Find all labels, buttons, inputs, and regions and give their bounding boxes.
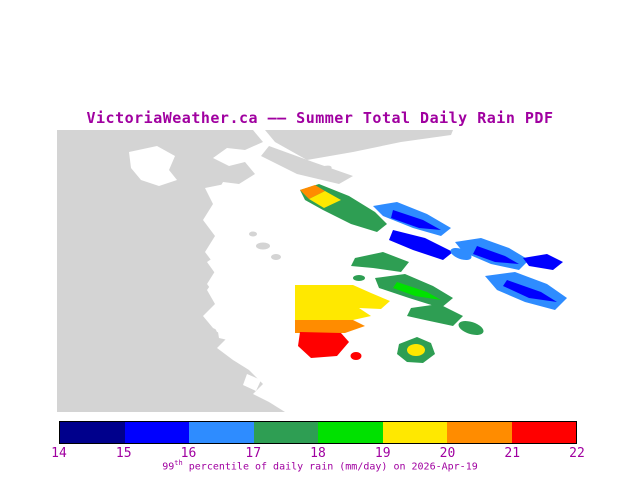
water-features [129,146,293,391]
colorbar-tick-label: 19 [374,446,391,461]
island-green-4 [458,321,484,335]
islet [314,165,332,175]
island-green-5 [353,275,365,281]
colorbar-segment [253,422,318,443]
colorbar [59,421,577,444]
islet [249,231,257,237]
rain-patch-red [298,332,349,358]
colorbar-ticks: 14 15 16 17 18 19 20 21 22 [51,446,585,461]
caption-rest: percentile of daily rain (mm/day) on 202… [182,461,478,473]
lake [129,146,177,186]
colorbar-segment [447,422,512,443]
rain-patch-yellow [295,285,390,320]
islet [271,254,281,260]
colorbar-tick-label: 22 [569,446,585,461]
island-blue-core-4 [473,246,519,264]
island-blue-core-1 [391,210,441,230]
colorbar-segment [124,422,189,443]
colorbar-tick-label: 14 [51,446,67,461]
island-green-3 [407,304,463,326]
island-bgreen-core-2 [393,282,441,300]
colorbar-tick-label: 16 [180,446,197,461]
rain-blob-yellow-core [407,344,425,356]
colorbar-segment [382,422,447,443]
colorbar-tick-label: 17 [245,446,262,461]
island-tip-yellow [309,191,341,208]
colorbar-segment [318,422,383,443]
colorbar-segment [189,422,254,443]
mainland [57,130,285,412]
colorbar-segment [60,422,125,443]
north-shore-strip [265,130,453,160]
island-blue-6 [523,254,563,270]
rain-red-dot [350,352,362,360]
rain-data-regions [295,184,567,363]
inlet-channel [203,184,245,336]
caption-sup: th [174,459,183,467]
caption-base: 99 [162,461,175,473]
harbour-notch [243,374,261,391]
plot-title: VictoriaWeather.ca —— Summer Total Daily… [86,109,554,127]
island-green-1 [351,252,409,272]
colorbar-tick-label: 15 [115,446,132,461]
channel-mouth [217,320,293,346]
islet [256,242,270,250]
land-group [57,130,453,412]
colorbar-tick-label: 21 [504,446,521,461]
coastal-prong [261,146,353,184]
colorbar-tick-label: 18 [310,446,326,461]
colorbar-segment [511,422,576,443]
island-tip-orange [300,185,325,199]
island-blue-2 [389,230,453,260]
colorbar-tick-label: 20 [439,446,456,461]
rain-map [57,130,578,412]
colorbar-caption: 99th percentile of daily rain (mm/day) o… [0,459,640,472]
rain-patch-orange [295,320,365,333]
island-blue-core-5 [503,280,557,302]
